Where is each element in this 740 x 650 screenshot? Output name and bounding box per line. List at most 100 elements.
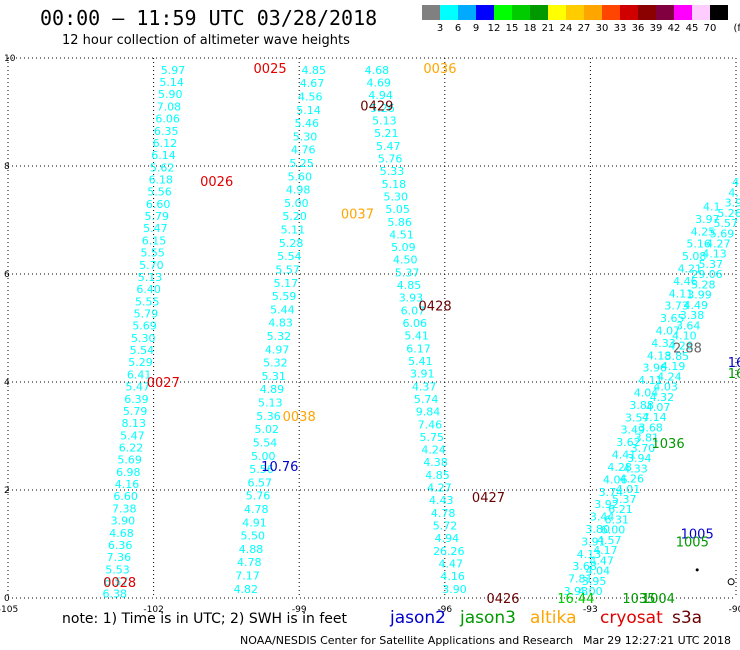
y-tick-label: 8 — [4, 162, 10, 172]
wave-height-value: 5.21 — [374, 127, 399, 140]
wave-height-value: 6.60 — [113, 490, 138, 503]
pass-label: 1005 — [676, 535, 709, 550]
wave-height-value: 5.02 — [254, 423, 279, 436]
pass-label: 0428 — [419, 299, 452, 314]
wave-height-value: 4.78 — [237, 556, 262, 569]
wave-height-value: 29.06 — [691, 268, 723, 281]
wave-height-value: 3.97 — [695, 213, 720, 226]
wave-height-value: 3.90 — [111, 515, 136, 528]
wave-height-value: 4.85 — [302, 64, 327, 77]
wave-height-value: 7.08 — [157, 100, 182, 113]
pass-label: 1035 — [622, 592, 655, 607]
wave-height-value: 4.94 — [435, 532, 460, 545]
wave-height-value: 3.49 — [621, 424, 646, 437]
wave-height-value: 4.38 — [423, 456, 448, 469]
wave-height-value: 5.37 — [612, 493, 637, 506]
legend-bin-label: 21 — [541, 23, 555, 34]
wave-height-value: 5.62 — [150, 161, 175, 174]
wave-height-value: 4.33 — [651, 337, 676, 350]
wave-height-value: 7.81 — [568, 573, 593, 586]
wave-height-value: 4.68 — [109, 527, 134, 540]
wave-height-value: 3.57 — [625, 411, 650, 424]
wave-height-value: 5.20 — [282, 210, 307, 223]
map-marker-circle — [727, 578, 735, 586]
y-tick-label: 2 — [4, 486, 10, 496]
wave-height-value: 7.38 — [112, 502, 137, 515]
wave-height-value: 5.30 — [293, 130, 318, 143]
wave-height-value: 5.14 — [296, 104, 321, 117]
wave-height-value: 7.17 — [235, 570, 260, 583]
legend-swatch — [710, 5, 728, 20]
pass-label: 0427 — [472, 491, 505, 506]
wave-height-value: 4.67 — [300, 77, 325, 90]
wave-height-value: 3.9 — [725, 197, 740, 210]
legend-swatch — [530, 5, 548, 20]
pass-label: 0036 — [423, 62, 456, 77]
wave-height-value: 4.26 — [620, 473, 645, 486]
legend-bin-label: 36 — [631, 23, 645, 34]
legend-bin-label: 33 — [613, 23, 627, 34]
wave-height-value: 3.80 — [586, 523, 611, 536]
wave-height-value: 4.04 — [634, 387, 659, 400]
pass-label: 0025 — [254, 62, 287, 77]
note-text: note: 1) Time is in UTC; 2) SWH is in fe… — [62, 611, 348, 627]
wave-height-value: 5.36 — [256, 410, 281, 423]
wave-height-value: 4.16 — [440, 570, 465, 583]
wave-height-value: 4.1 — [703, 201, 721, 214]
wave-height-value: 5.37 — [395, 266, 420, 279]
wave-height-value: 4.25 — [691, 225, 716, 238]
pass-label: 2.88 — [673, 342, 702, 357]
wave-height-value: 5.53 — [105, 563, 130, 576]
wave-height-value: 5.69 — [117, 454, 142, 467]
legend-bin-label: 15 — [505, 23, 519, 34]
wave-height-value: 4.89 — [260, 383, 285, 396]
wave-height-value: 6.36 — [108, 539, 133, 552]
wave-height-value: 3.88 — [629, 399, 654, 412]
wave-height-value: 5.57 — [714, 217, 739, 230]
legend-bin-label: 12 — [487, 23, 501, 34]
wave-height-value: 5.26 — [370, 102, 395, 115]
pass-label: 0038 — [283, 410, 316, 425]
wave-height-value: 4.14 — [642, 411, 667, 424]
wave-height-value: 5.16 — [686, 238, 711, 251]
wave-height-value: 3.96 — [642, 362, 667, 375]
wave-height-value: 4.11 — [638, 374, 663, 387]
x-tick-label: -96 — [437, 605, 452, 615]
satellite-jason2: jason2 — [390, 608, 446, 628]
wave-height-value: 4.46 — [673, 275, 698, 288]
wave-height-value: 5.47 — [126, 381, 151, 394]
wave-height-value: 6.17 — [406, 342, 431, 355]
wave-height-value: 5.13 — [138, 271, 163, 284]
wave-height-value: 3.91 — [581, 535, 606, 548]
wave-height-value: 5.74 — [414, 393, 439, 406]
wave-height-value: 4.47 — [438, 558, 463, 571]
legend-bin-label: 3 — [436, 23, 444, 34]
wave-height-value: 5.46 — [295, 117, 320, 130]
wave-height-value: 3.93 — [564, 585, 589, 598]
legend-swatch — [440, 5, 458, 20]
wave-height-value: 4.85 — [397, 279, 422, 292]
wave-height-value: 8.13 — [121, 417, 146, 430]
wave-height-value: 4.27 — [706, 238, 731, 251]
wave-height-value: 4.49 — [683, 299, 708, 312]
wave-height-value: 4.43 — [429, 494, 454, 507]
map-marker-dot — [695, 568, 699, 572]
wave-height-value: 5.69 — [132, 320, 157, 333]
wave-height-value: 4.83 — [268, 317, 293, 330]
legend-bin-label: 6 — [454, 23, 462, 34]
legend-swatch — [566, 5, 584, 20]
y-tick-label: 10 — [4, 54, 16, 64]
wave-height-value: 4.32 — [650, 391, 675, 404]
wave-height-value: 3.74 — [599, 486, 624, 499]
x-tick-label: -99 — [292, 605, 307, 615]
pass-label: 1004 — [642, 592, 675, 607]
wave-height-value: 6.41 — [127, 368, 152, 381]
legend-swatch — [584, 5, 602, 20]
wave-height-value: 5.08 — [682, 250, 707, 263]
wave-height-value: 5.17 — [274, 277, 299, 290]
wave-height-value: 3.64 — [676, 319, 701, 332]
wave-height-value: 5.86 — [387, 216, 412, 229]
wave-height-value: 5.54 — [130, 344, 155, 357]
wave-height-value: 5.11 — [281, 224, 306, 237]
pass-label: 1005 — [681, 527, 714, 542]
